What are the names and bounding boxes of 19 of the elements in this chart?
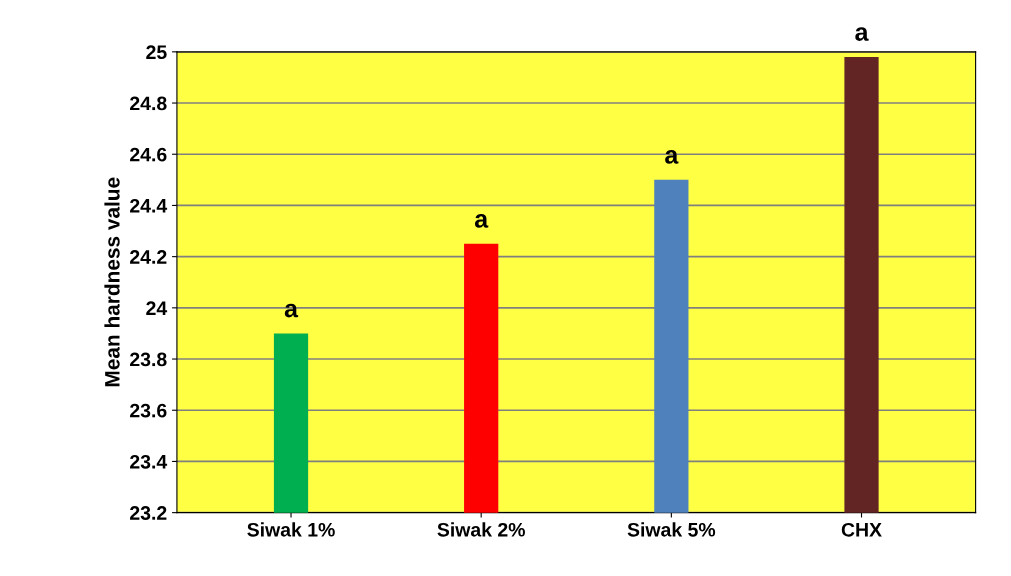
y-tick-label: 23.2 bbox=[130, 506, 167, 520]
y-tick-label: 24 bbox=[146, 301, 168, 315]
y-tick-label: 24.2 bbox=[130, 250, 167, 264]
annotation: a bbox=[855, 27, 869, 41]
y-axis-title: Mean hardness value bbox=[104, 177, 120, 387]
y-tick-label: 23.4 bbox=[130, 454, 168, 469]
x-tick-label: Siwak 2% bbox=[437, 522, 525, 537]
x-tick-label: Siwak 1% bbox=[247, 522, 335, 537]
y-tick-label: 25 bbox=[146, 45, 167, 60]
y-tick-label: 24.8 bbox=[130, 96, 167, 111]
annotation: a bbox=[665, 150, 679, 164]
y-tick-label: 23.8 bbox=[130, 352, 167, 367]
y-tick-label: 24.6 bbox=[130, 147, 167, 162]
y-tick-label: 24.4 bbox=[130, 198, 168, 213]
x-tick-label: Siwak 5% bbox=[627, 522, 716, 537]
annotation: a bbox=[474, 214, 489, 228]
annotation: a bbox=[284, 303, 299, 318]
x-tick-label: CHX bbox=[841, 522, 882, 537]
y-tick-label: 23.6 bbox=[130, 403, 167, 418]
